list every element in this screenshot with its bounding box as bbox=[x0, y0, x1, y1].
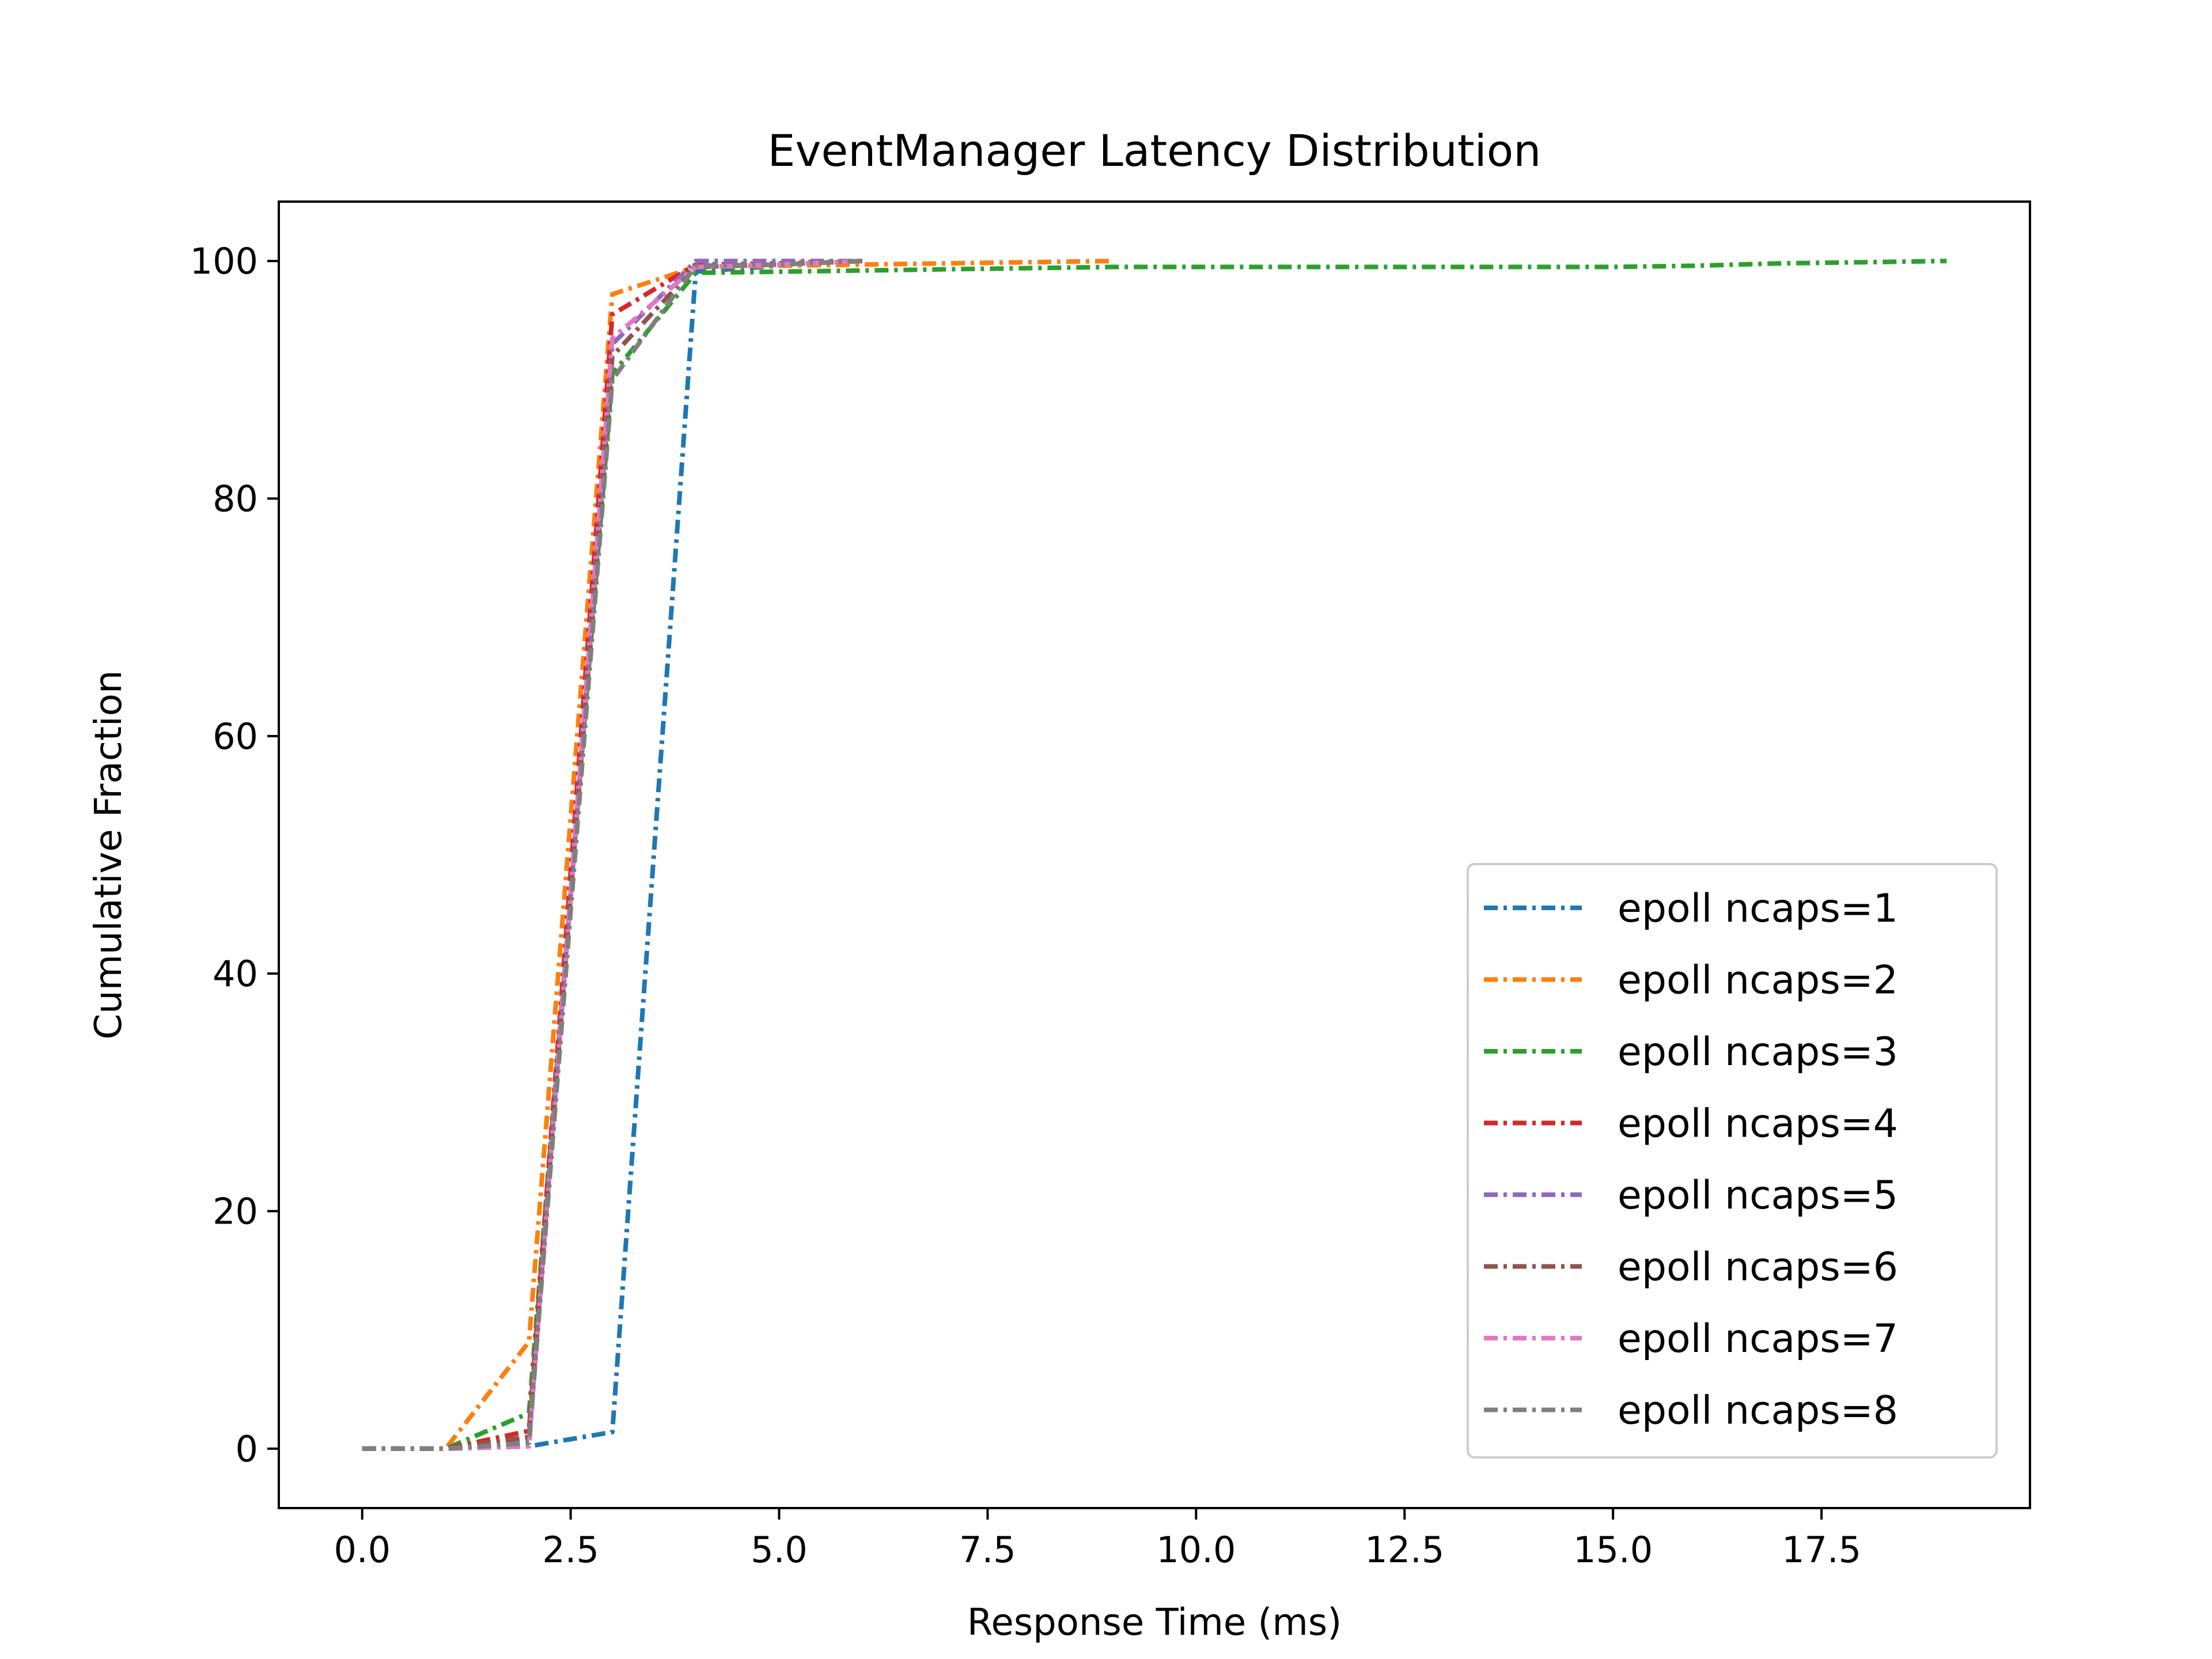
y-tick-label: 80 bbox=[213, 478, 258, 520]
series-line-ncaps-3 bbox=[362, 259, 1947, 1451]
y-axis-label: Cumulative Fraction bbox=[88, 670, 130, 1039]
x-tick-label: 5.0 bbox=[751, 1529, 808, 1571]
y-tick-label: 60 bbox=[213, 715, 258, 757]
legend-label-ncaps-4: epoll ncaps=4 bbox=[1618, 1101, 1898, 1147]
x-tick-label: 12.5 bbox=[1365, 1529, 1444, 1571]
x-tick-label: 10.0 bbox=[1156, 1529, 1236, 1571]
legend-items: epoll ncaps=1 epoll ncaps=2 epoll ncaps=3 e… bbox=[1484, 886, 1898, 1434]
legend-label-ncaps-3: epoll ncaps=3 bbox=[1618, 1029, 1898, 1075]
legend-label-ncaps-6: epoll ncaps=6 bbox=[1618, 1245, 1898, 1290]
legend-label-ncaps-1: epoll ncaps=1 bbox=[1618, 886, 1898, 931]
legend: epoll ncaps=1 epoll ncaps=2 epoll ncaps=3 e… bbox=[1467, 863, 1998, 1459]
x-tick-label: 2.5 bbox=[542, 1529, 599, 1571]
plot-area-frame bbox=[278, 200, 2031, 1509]
legend-label-ncaps-5: epoll ncaps=5 bbox=[1618, 1173, 1898, 1218]
chart-title: EventManager Latency Distribution bbox=[768, 125, 1541, 176]
x-axis-label: Response Time (ms) bbox=[967, 1601, 1342, 1644]
series-line-ncaps-2 bbox=[362, 259, 1113, 1451]
x-axis-ticks: 0.0 2.5 5.0 7.5 10.0 12.5 15.0 17.5 bbox=[334, 1508, 1861, 1571]
legend-box bbox=[1467, 863, 1998, 1459]
x-tick-label: 0.0 bbox=[334, 1529, 391, 1571]
y-tick-label: 100 bbox=[190, 240, 258, 282]
legend-label-ncaps-2: epoll ncaps=2 bbox=[1618, 958, 1898, 1003]
x-tick-label: 17.5 bbox=[1782, 1529, 1861, 1571]
y-axis-ticks: 0 20 40 60 80 100 bbox=[190, 240, 279, 1470]
y-tick-label: 40 bbox=[213, 953, 258, 995]
legend-label-ncaps-8: epoll ncaps=8 bbox=[1618, 1388, 1898, 1434]
x-tick-label: 15.0 bbox=[1573, 1529, 1653, 1571]
x-tick-label: 7.5 bbox=[959, 1529, 1016, 1571]
y-tick-label: 20 bbox=[213, 1191, 258, 1233]
legend-label-ncaps-7: epoll ncaps=7 bbox=[1618, 1316, 1898, 1362]
plot-series-group bbox=[362, 259, 1947, 1451]
series-line-ncaps-7 bbox=[362, 259, 863, 1451]
y-tick-label: 0 bbox=[236, 1428, 258, 1470]
series-line-ncaps-4 bbox=[362, 259, 863, 1451]
